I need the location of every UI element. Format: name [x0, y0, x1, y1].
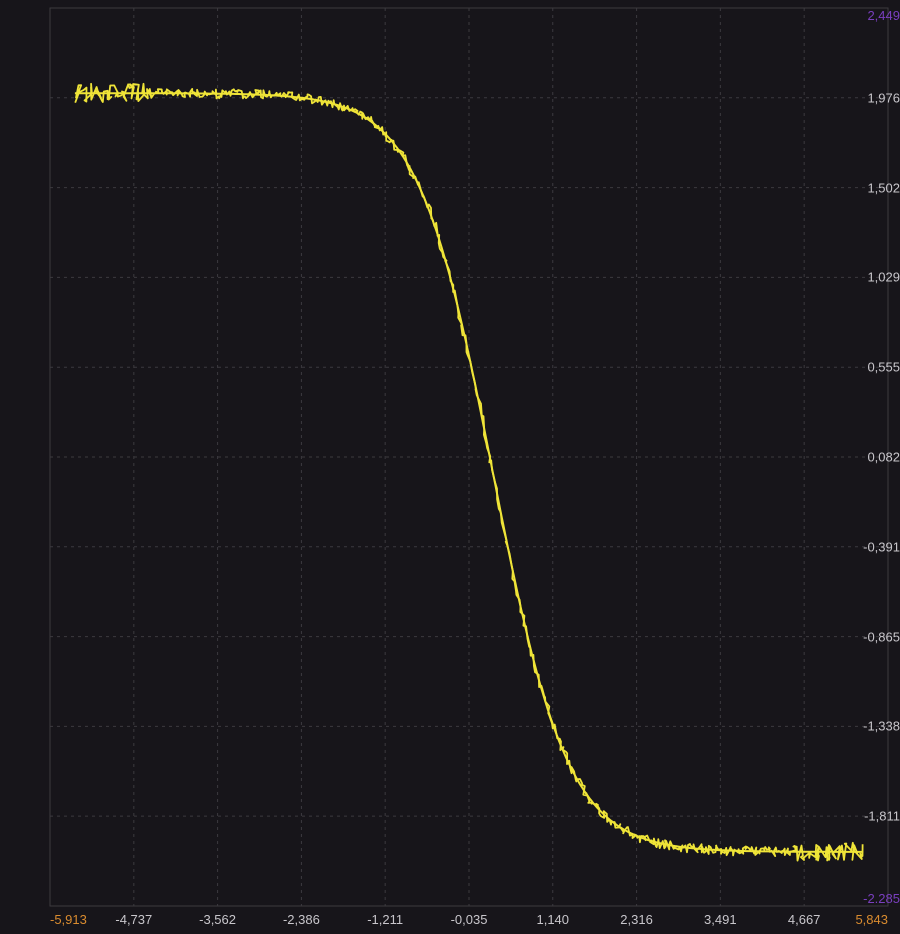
x-tick-label: 5,843	[855, 912, 888, 927]
y-tick-label: 1,029	[856, 270, 900, 285]
x-tick-label: -4,737	[115, 912, 152, 927]
y-tick-label: 1,976	[856, 90, 900, 105]
chart-container: -2.285 -1,811 -1,338 -0,865 -0,391 0,082 0,555…	[0, 0, 900, 934]
y-tick-label: -0,391	[856, 539, 900, 554]
y-tick-label: 1,502	[856, 180, 900, 195]
x-tick-label: 1,140	[536, 912, 569, 927]
x-tick-label: -3,562	[199, 912, 236, 927]
y-tick-label: -1,811	[856, 809, 900, 824]
y-tick-label: 0,555	[856, 360, 900, 375]
y-tick-label: -0,865	[856, 629, 900, 644]
y-tick-label: 2,449	[856, 8, 900, 23]
x-tick-label: 4,667	[788, 912, 821, 927]
y-tick-label: -2.285	[856, 891, 900, 906]
x-tick-label: -2,386	[283, 912, 320, 927]
y-tick-label: 0,082	[856, 450, 900, 465]
x-tick-label: -1,211	[367, 912, 403, 927]
x-tick-label: 2,316	[620, 912, 653, 927]
y-tick-label: -1,338	[856, 719, 900, 734]
x-tick-label: -5,913	[50, 912, 87, 927]
x-tick-label: 3,491	[704, 912, 737, 927]
x-tick-label: -0,035	[451, 912, 488, 927]
chart-svg	[0, 0, 900, 934]
